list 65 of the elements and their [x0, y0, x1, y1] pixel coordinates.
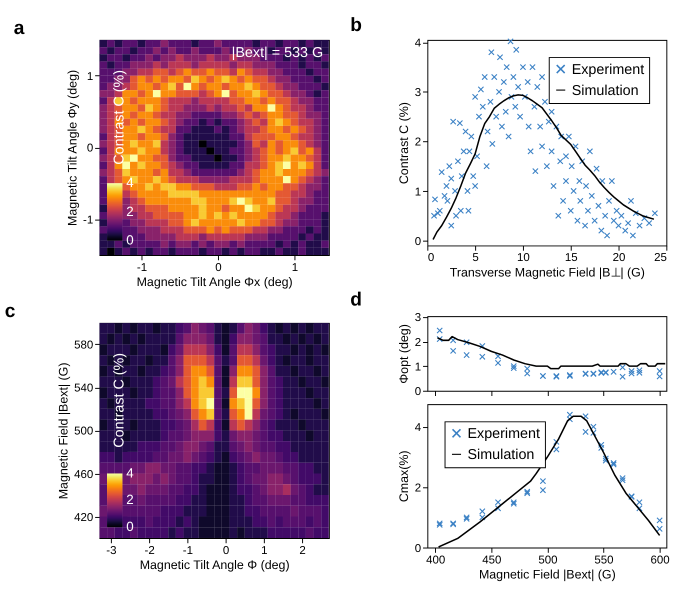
- color-bar-label: 2: [126, 204, 134, 219]
- color-bar-title: Contrast C (%): [111, 70, 128, 165]
- x-tick-label: -2: [144, 544, 155, 557]
- y-tick-label: 420: [74, 512, 94, 524]
- legend-label: Simulation: [572, 82, 639, 99]
- x-tick-label: 15: [564, 252, 578, 264]
- x-tick-label: 1: [261, 544, 268, 557]
- x-tick-label: 5: [472, 252, 479, 264]
- x-tick-label: 550: [594, 554, 614, 566]
- x-tick-label: 0: [215, 262, 222, 274]
- legend-label: Experiment: [468, 426, 540, 442]
- chart-title: d: [350, 289, 362, 310]
- y-tick-label: 0: [86, 142, 94, 155]
- y-tick-label: 3: [414, 87, 422, 100]
- x-tick-label: 10: [517, 252, 530, 264]
- y-axis-title: Magnetic Tilt Angle Φy (deg): [65, 70, 80, 226]
- color-bar-label: 2: [126, 492, 134, 508]
- y-tick-label: 4: [414, 38, 422, 50]
- x-tick-label: -3: [106, 544, 116, 557]
- color-bar-label: 4: [126, 175, 134, 190]
- color-bar-title: Contrast C (%): [111, 352, 128, 448]
- x-axis-title: Magnetic Tilt Angle Φ (deg): [140, 558, 290, 572]
- y-tick-label: 2: [414, 482, 422, 494]
- x-axis-title: Transverse Magnetic Field |B⊥| (G): [450, 266, 645, 280]
- chart-title: c: [4, 301, 16, 322]
- chart-title: b: [350, 14, 362, 36]
- x-axis-title: Magnetic Field |Bext| (G): [478, 568, 616, 582]
- y-tick-label: 2: [414, 336, 422, 349]
- x-axis-title: Magnetic Tilt Angle Φx (deg): [136, 275, 293, 290]
- color-bar-label: 0: [126, 519, 134, 534]
- y-tick-label: 580: [74, 340, 94, 352]
- color-bar-label: 0: [126, 232, 134, 248]
- annotation: |Bext| = 533 G: [232, 45, 324, 62]
- legend-label: Experiment: [572, 62, 644, 78]
- x-tick-label: 600: [650, 554, 670, 566]
- y-axis-title: Contrast C (%): [397, 102, 412, 184]
- x-tick-label: 2: [299, 544, 306, 557]
- y-tick-label: 4: [414, 422, 422, 434]
- y-tick-label: 1: [414, 186, 422, 198]
- x-tick-label: 500: [538, 554, 558, 566]
- y-tick-label: 0: [414, 386, 422, 398]
- x-tick-label: 20: [612, 252, 626, 264]
- x-tick-label: 450: [482, 554, 502, 566]
- x-tick-label: -1: [136, 262, 148, 274]
- x-tick-label: 0: [222, 544, 230, 557]
- x-tick-label: 1: [292, 262, 298, 274]
- y-tick-label: 3: [414, 312, 422, 324]
- x-tick-label: 0: [428, 252, 434, 264]
- y-tick-label: 0: [414, 236, 422, 248]
- legend-label: Simulation: [468, 447, 534, 464]
- y-tick-label: 2: [414, 136, 422, 149]
- color-bar-label: 4: [126, 465, 134, 480]
- y-tick-label: -1: [83, 214, 94, 226]
- x-tick-label: 400: [426, 554, 446, 566]
- y-tick-label: 540: [74, 382, 94, 395]
- y-axis-title: Magnetic Field |Bext| (G): [56, 362, 70, 500]
- y-tick-label: 1: [414, 361, 422, 374]
- y-tick-label: 1: [86, 71, 94, 84]
- x-tick-label: 25: [654, 252, 667, 264]
- y-tick-label: 460: [74, 468, 94, 481]
- y-tick-label: 500: [74, 426, 94, 438]
- chart-title: a: [14, 18, 25, 40]
- y-axis-title: Cmax(%): [397, 450, 412, 502]
- x-tick-label: -1: [182, 544, 193, 557]
- y-axis-title: Φopt (deg): [397, 324, 412, 384]
